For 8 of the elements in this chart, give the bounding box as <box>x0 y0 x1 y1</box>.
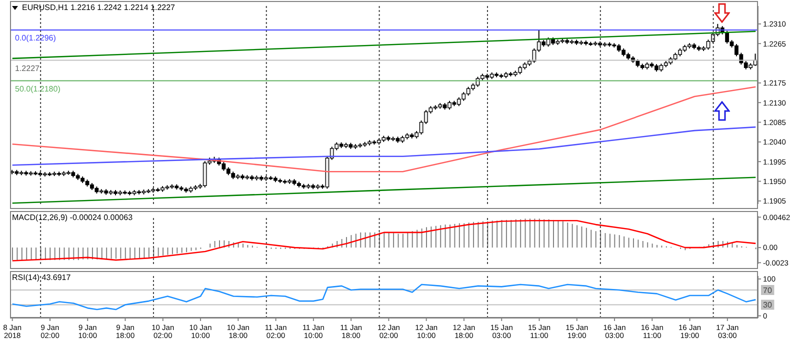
ref-line-label: 70 <box>763 286 772 295</box>
ref-line-label: 0.0(1.2296) <box>15 34 56 43</box>
ref-line-label: 50.0(1.2180) <box>15 84 61 94</box>
chart-title: EURUSD,H1 1.2216 1.2242 1.2214 1.2227 <box>22 3 175 12</box>
ref-line-label: 30 <box>763 300 772 310</box>
chart-title: MACD(12,26,9) -0.00024 0.00063 <box>12 213 133 222</box>
ref-line-label: 1.2227 <box>15 64 40 73</box>
chart-title: RSI(14) 43.6917 <box>12 273 71 282</box>
